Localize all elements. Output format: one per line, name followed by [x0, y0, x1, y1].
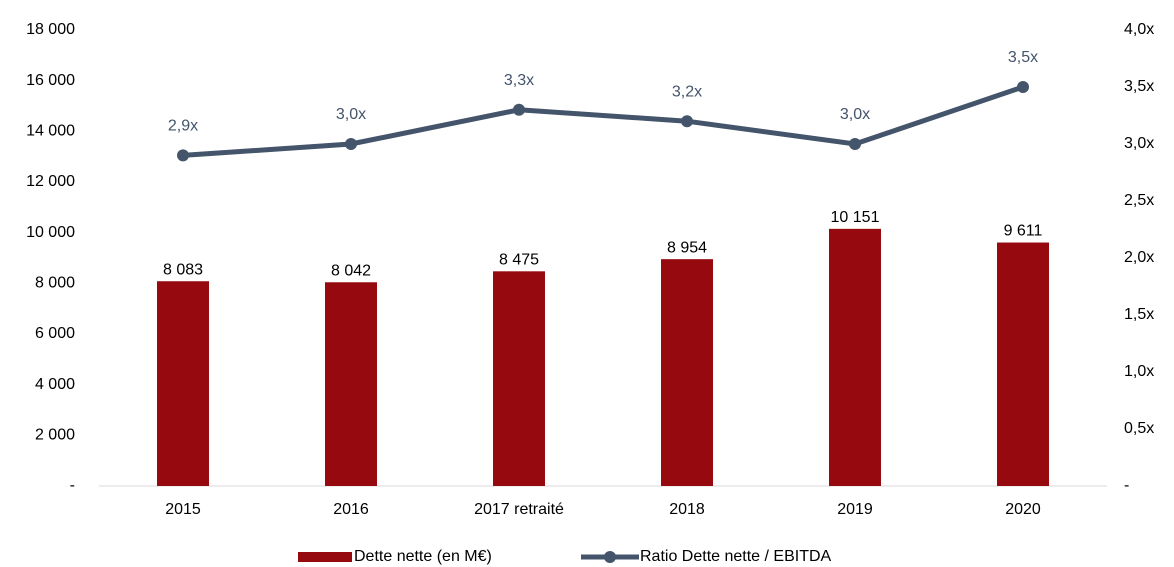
- bar-value-label: 10 151: [831, 209, 880, 226]
- line-value-label: 3,2x: [672, 83, 702, 100]
- y-tick-label: -: [70, 477, 75, 494]
- line-value-label: 3,5x: [1008, 49, 1038, 66]
- line-marker: [177, 149, 189, 162]
- bar: [157, 281, 209, 486]
- x-tick-label: 2016: [333, 501, 369, 518]
- y2-tick-label: -: [1124, 477, 1129, 494]
- line: [182, 84, 1024, 158]
- bar: [997, 242, 1049, 486]
- line-marker: [1017, 81, 1029, 93]
- bar: [661, 259, 713, 486]
- bar-value-label: 8 475: [499, 252, 539, 269]
- y-tick-label: 10 000: [26, 224, 75, 241]
- x-tick-label: 2017 retraité: [474, 501, 564, 518]
- legend-marker: [604, 551, 616, 563]
- legend-label: Ratio Dette nette / EBITDA: [640, 548, 832, 565]
- y-tick-label: 2 000: [35, 427, 75, 444]
- y2-tick-label: 2,5x: [1124, 192, 1154, 209]
- y-tick-label: 16 000: [26, 72, 75, 89]
- y2-tick-label: 2,0x: [1124, 249, 1154, 266]
- y2-tick-label: 0,5x: [1124, 420, 1154, 437]
- line-marker: [849, 138, 861, 150]
- legend-label: Dette nette (en M€): [354, 548, 492, 565]
- bar: [829, 228, 881, 486]
- bar-value-label: 8 083: [163, 261, 203, 278]
- y2-tick-label: 3,5x: [1124, 78, 1154, 95]
- y2-tick-label: 4,0x: [1124, 21, 1154, 38]
- x-tick-label: 2019: [837, 501, 873, 518]
- y-tick-label: 6 000: [35, 325, 75, 342]
- bar-value-label: 8 042: [331, 262, 371, 279]
- line-marker: [345, 138, 357, 150]
- x-tick-label: 2018: [669, 501, 705, 518]
- y-tick-label: 12 000: [26, 173, 75, 190]
- line-marker: [513, 103, 525, 116]
- line-marker: [681, 115, 693, 128]
- line-value-label: 2,9x: [168, 118, 198, 135]
- bar-value-label: 8 954: [667, 239, 707, 256]
- y-tick-label: 8 000: [35, 275, 75, 292]
- x-tick-label: 2015: [165, 501, 201, 518]
- legend-swatch: [298, 552, 352, 562]
- bar-value-label: 9 611: [1004, 223, 1043, 240]
- y-tick-label: 4 000: [35, 376, 75, 393]
- bar: [493, 271, 545, 486]
- x-tick-label: 2020: [1005, 501, 1041, 518]
- y2-tick-label: 3,0x: [1124, 135, 1154, 152]
- y2-tick-label: 1,5x: [1124, 306, 1154, 323]
- y-tick-label: 18 000: [26, 21, 75, 38]
- bar: [325, 282, 377, 486]
- y-tick-label: 14 000: [26, 123, 75, 140]
- y2-tick-label: 1,0x: [1124, 363, 1154, 380]
- line-value-label: 3,0x: [336, 106, 366, 123]
- line-value-label: 3,0x: [840, 106, 870, 123]
- line-value-label: 3,3x: [504, 72, 534, 89]
